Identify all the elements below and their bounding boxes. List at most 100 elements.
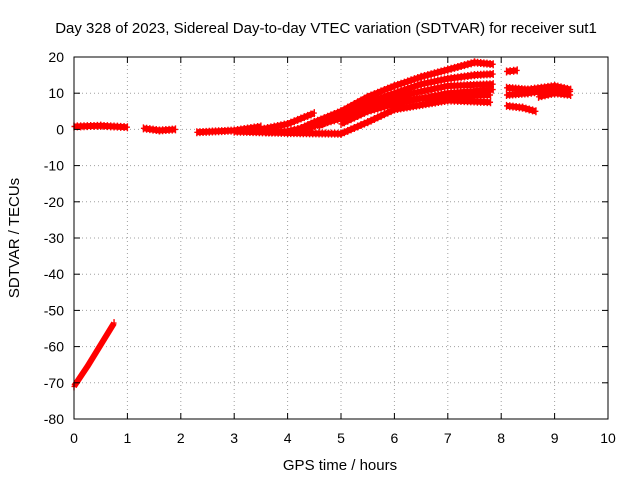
series-sat-f <box>258 109 317 134</box>
data-point <box>411 75 417 84</box>
data-point <box>338 129 344 138</box>
data-point <box>351 106 357 115</box>
data-point <box>124 123 130 132</box>
x-tick-label: 10 <box>600 430 616 446</box>
axis-ticks: 0 1 2 3 4 5 6 7 8 9 10 -80 -70 -60 -50 -40 -30 -20 -10 0 10 2… <box>44 49 616 446</box>
data-point <box>488 98 494 107</box>
data-point <box>298 123 304 132</box>
data-point <box>94 346 100 355</box>
data-point <box>523 104 529 113</box>
x-tick-label: 2 <box>177 430 185 446</box>
series-sat-b <box>71 319 117 391</box>
data-point <box>345 116 351 125</box>
data-point <box>288 118 294 127</box>
data-point <box>401 78 407 87</box>
data-point <box>378 111 384 120</box>
data-point <box>111 319 117 328</box>
data-point <box>301 113 307 122</box>
data-point <box>490 60 496 69</box>
x-axis-label: GPS time / hours <box>283 457 397 474</box>
data-point <box>381 110 387 119</box>
data-point <box>351 113 357 122</box>
chart-title: Day 328 of 2023, Sidereal Day-to-day VTE… <box>55 20 597 37</box>
data-point <box>415 74 421 83</box>
data-point <box>355 122 361 131</box>
data-point <box>358 121 364 130</box>
data-point <box>368 106 374 115</box>
data-point <box>305 111 311 120</box>
data-point <box>398 79 404 88</box>
series-sat-o <box>536 89 574 101</box>
data-point <box>418 72 424 81</box>
data-point <box>348 107 354 116</box>
data-point <box>88 357 94 366</box>
data-point <box>435 68 441 77</box>
data-point <box>545 90 551 99</box>
data-point <box>345 126 351 135</box>
data-point <box>298 114 304 123</box>
y-axis-label: SDTVAR / TECUs <box>6 178 23 298</box>
data-point <box>368 116 374 125</box>
data-point <box>335 112 341 121</box>
y-tick-label: -30 <box>44 230 64 246</box>
data-point <box>326 117 332 126</box>
data-point <box>345 108 351 117</box>
data-point <box>378 103 384 112</box>
data-point <box>461 61 467 70</box>
data-point <box>385 101 391 110</box>
data-point <box>520 103 526 112</box>
data-point <box>365 118 371 127</box>
data-point <box>445 65 451 74</box>
data-point <box>490 70 496 79</box>
data-point <box>358 110 364 119</box>
data-point <box>295 115 301 124</box>
data-point <box>405 77 411 86</box>
x-tick-label: 5 <box>337 430 345 446</box>
data-point <box>341 109 347 118</box>
data-point <box>385 95 391 104</box>
data-point <box>536 92 542 101</box>
x-tick-label: 3 <box>230 430 238 446</box>
data-point <box>421 72 427 81</box>
data-point <box>441 66 447 75</box>
data-point <box>448 64 454 73</box>
y-tick-label: 20 <box>48 49 64 65</box>
data-point <box>291 117 297 126</box>
data-point <box>78 372 84 381</box>
y-tick-label: -60 <box>44 339 64 355</box>
data-point <box>514 66 520 75</box>
y-tick-label: -20 <box>44 194 64 210</box>
data-point <box>329 115 335 124</box>
data-point <box>542 91 548 100</box>
series-sat-p <box>504 101 539 116</box>
data-point <box>388 83 394 92</box>
data-point <box>375 113 381 122</box>
data-point <box>311 109 317 118</box>
data-point <box>458 62 464 71</box>
data-point <box>84 362 90 371</box>
y-tick-label: 0 <box>56 121 64 137</box>
data-point <box>338 110 344 119</box>
data-point <box>428 70 434 79</box>
y-tick-label: -40 <box>44 266 64 282</box>
data-point <box>533 107 539 116</box>
data-point <box>361 108 367 117</box>
data-point <box>425 71 431 80</box>
y-tick-label: -10 <box>44 158 64 174</box>
data-point <box>548 89 554 98</box>
data-point <box>391 81 397 90</box>
data-point <box>348 115 354 124</box>
data-point <box>465 60 471 69</box>
series-sat-c <box>140 124 178 135</box>
data-point <box>104 329 110 338</box>
data-point <box>438 67 444 76</box>
data-point <box>355 112 361 121</box>
data-point <box>285 119 291 128</box>
series-sat-a <box>71 121 130 132</box>
data-point <box>408 76 414 85</box>
data-point <box>568 91 574 100</box>
data-point <box>388 100 394 109</box>
data-point <box>91 351 97 360</box>
data-point <box>98 340 104 349</box>
data-point <box>172 125 178 134</box>
